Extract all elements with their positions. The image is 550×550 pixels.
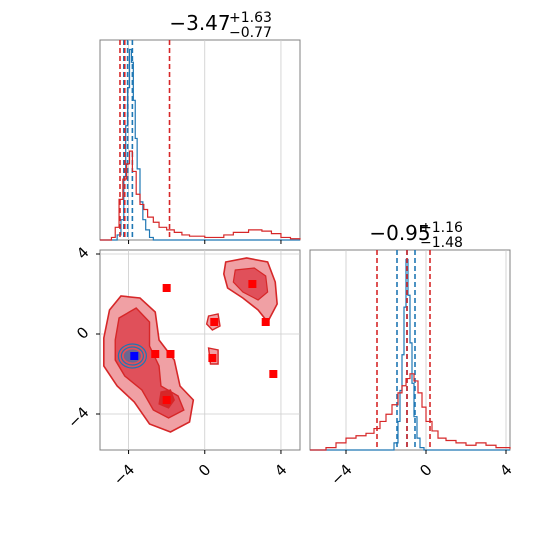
joint-point-series-1: [130, 352, 139, 360]
joint-point-series-0: [210, 318, 219, 326]
joint-point-series-0: [269, 370, 278, 378]
joint-ytick-label: −4: [64, 403, 92, 431]
marginal-x-title-sub: −0.77: [229, 25, 272, 41]
joint-xtick-label: 4: [271, 461, 290, 480]
marginal-y-title-sub: −1.48: [420, 235, 463, 251]
joint-point-series-0: [166, 350, 175, 358]
joint-point-series-0: [162, 396, 171, 404]
marginal-y-title-main: −0.95: [369, 221, 430, 245]
marginal-y-xtick-label: 4: [496, 461, 515, 480]
marginal-y-title-sup: +1.16: [420, 220, 463, 236]
marginal-y-title: −0.95: [369, 221, 430, 245]
joint-blue-contour: [120, 346, 144, 366]
joint-panel: −4 0 4 −4 0 4: [64, 243, 301, 489]
joint-point-series-0: [208, 354, 217, 362]
marginal-y-series-1-histogram: [310, 373, 511, 451]
joint-ytick-label: 0: [73, 323, 92, 342]
joint-xtick-label: −4: [110, 461, 138, 489]
marginal-x-title: −3.47: [169, 11, 230, 35]
joint-point-series-0: [151, 350, 160, 358]
joint-blue-contour: [117, 343, 147, 369]
joint-point-series-0: [248, 280, 257, 288]
marginal-x-title-main: −3.47: [169, 11, 230, 35]
joint-point-series-0: [162, 284, 171, 292]
marginal-y-frame: [309, 249, 511, 451]
joint-point-series-0: [261, 318, 270, 326]
marginal-y-panel: −4 0 4 −0.95 +1.16 −1.48: [309, 220, 516, 489]
marginal-x-title-sup: +1.63: [229, 10, 272, 26]
joint-ytick-label: 4: [73, 243, 92, 262]
marginal-x-series-0-histogram: [100, 48, 300, 241]
marginal-y-series-0-histogram: [310, 258, 510, 451]
joint-xtick-label: 0: [195, 461, 214, 480]
marginal-x-panel: −3.47 +1.63 −0.77: [99, 10, 301, 244]
marginal-y-xtick-label: −4: [327, 461, 355, 489]
marginal-y-xtick-label: 0: [416, 461, 435, 480]
